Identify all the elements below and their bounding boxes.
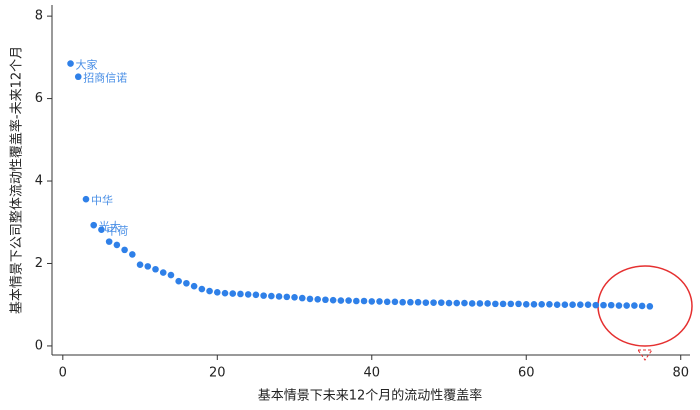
- point: [546, 300, 553, 308]
- point-label: 中华: [91, 193, 113, 207]
- point: [306, 295, 314, 303]
- point: [383, 298, 391, 306]
- point: [74, 73, 82, 81]
- y-tick-label: 2: [35, 256, 43, 271]
- point: [376, 298, 383, 305]
- x-tick-label: 20: [209, 366, 226, 381]
- point: [260, 292, 267, 299]
- point: [252, 291, 260, 299]
- point: [430, 299, 437, 306]
- point-label: 招商信诺: [83, 71, 127, 85]
- point: [561, 301, 569, 309]
- point: [275, 293, 283, 300]
- point: [82, 195, 90, 203]
- point: [507, 300, 515, 308]
- point: [144, 263, 152, 270]
- point: [461, 299, 468, 307]
- point: [121, 246, 128, 254]
- point: [237, 290, 244, 298]
- point: [515, 300, 522, 308]
- point-label: 中荷: [106, 225, 128, 238]
- point: [414, 298, 422, 306]
- point: [105, 238, 113, 245]
- point-label: 大家: [76, 58, 98, 72]
- point: [113, 241, 121, 249]
- point: [468, 300, 476, 307]
- point: [499, 300, 507, 308]
- point: [445, 299, 453, 307]
- point: [67, 60, 74, 67]
- point: [213, 289, 221, 296]
- point: [577, 301, 584, 309]
- point: [399, 298, 406, 306]
- x-tick-label: 80: [672, 366, 689, 381]
- point: [422, 299, 430, 306]
- point: [206, 287, 213, 295]
- point: [198, 285, 206, 293]
- point: [129, 251, 136, 258]
- point: [623, 302, 630, 309]
- point: [476, 300, 484, 307]
- point: [353, 297, 360, 305]
- point: [607, 301, 615, 309]
- point: [98, 226, 105, 233]
- point: [221, 289, 229, 297]
- point: [167, 271, 175, 279]
- point: [314, 296, 322, 303]
- point: [268, 292, 275, 300]
- point: [631, 302, 638, 309]
- x-tick-label: 0: [59, 366, 67, 381]
- point: [569, 301, 576, 309]
- point: [298, 294, 306, 302]
- point: [291, 293, 298, 301]
- point: [538, 300, 545, 308]
- y-tick-label: 6: [35, 91, 43, 106]
- x-tick-label: 40: [363, 366, 380, 381]
- x-tick-label: 60: [518, 366, 535, 381]
- point: [136, 261, 144, 269]
- point: [492, 300, 499, 308]
- point: [592, 301, 600, 309]
- point: [175, 277, 182, 285]
- y-tick-label: 8: [35, 9, 43, 24]
- point: [229, 290, 237, 297]
- point: [337, 297, 345, 304]
- y-axis-title: 基本情景下公司整体流动性覆盖率-未来12个月: [9, 46, 25, 314]
- y-tick-label: 0: [35, 338, 43, 353]
- point: [615, 302, 623, 309]
- point: [322, 296, 329, 304]
- x-axis-title: 基本情景下未来12个月的流动性覆盖率: [258, 388, 483, 404]
- point: [391, 298, 399, 306]
- point: [646, 303, 654, 310]
- point: [283, 293, 291, 301]
- point: [345, 297, 352, 304]
- point: [407, 298, 414, 306]
- point: [484, 300, 491, 307]
- point: [360, 297, 368, 305]
- point: [553, 301, 561, 309]
- point: [90, 221, 98, 229]
- point: [522, 300, 530, 308]
- y-tick-label: 4: [35, 174, 43, 189]
- point: [329, 296, 337, 304]
- point: [152, 265, 159, 273]
- point: [453, 299, 461, 307]
- point: [530, 300, 538, 308]
- point: [190, 282, 198, 290]
- point: [368, 298, 376, 305]
- point: [437, 299, 445, 306]
- point: [183, 279, 190, 287]
- point: [584, 301, 592, 309]
- point: [159, 269, 167, 276]
- point: [244, 291, 252, 298]
- point: [638, 302, 646, 310]
- highlight-arrow: [637, 349, 653, 361]
- point: [600, 301, 607, 309]
